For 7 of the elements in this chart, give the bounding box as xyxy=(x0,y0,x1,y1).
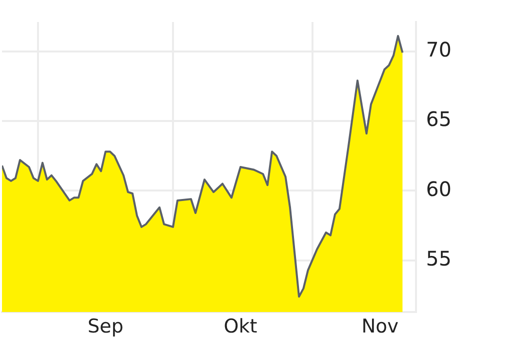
y-tick-label: 65 xyxy=(426,107,452,132)
y-tick-label: 55 xyxy=(426,246,452,271)
x-tick-label: Sep xyxy=(88,315,124,338)
x-tick-label: Okt xyxy=(224,315,258,338)
x-tick-label: Nov xyxy=(361,315,399,338)
y-tick-label: 70 xyxy=(426,37,452,62)
y-tick-label: 60 xyxy=(426,176,452,201)
